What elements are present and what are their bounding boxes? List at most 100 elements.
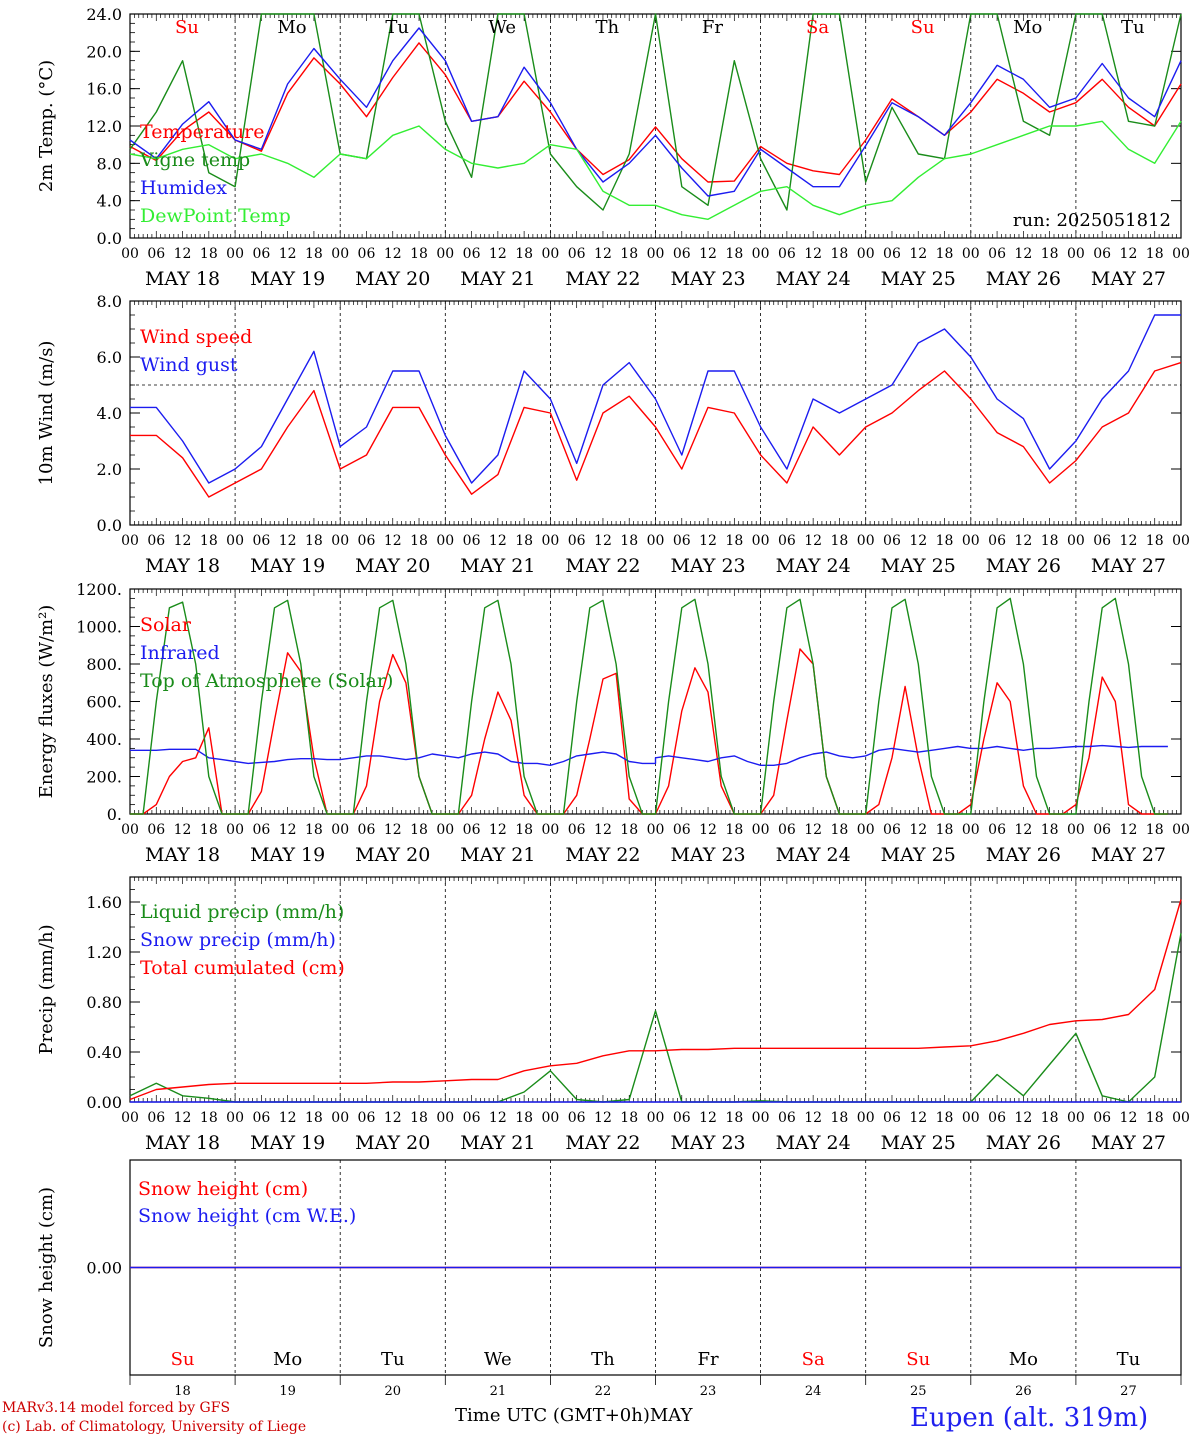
y-tick-label: 0.80 (86, 993, 122, 1012)
hour-label: 00 (857, 1110, 875, 1126)
hour-label: 06 (147, 822, 165, 838)
date-label: MAY 20 (355, 268, 430, 290)
hour-label: 12 (804, 246, 822, 262)
hour-label: 12 (1014, 822, 1032, 838)
hour-label: 18 (305, 822, 323, 838)
weekday-label: Mo (273, 1349, 302, 1370)
date-label: MAY 19 (250, 555, 325, 577)
hour-label: 18 (515, 533, 533, 549)
hour-label: 00 (752, 246, 770, 262)
day-number: 22 (595, 1384, 612, 1399)
y-tick-label: 0.40 (86, 1043, 122, 1062)
hour-label: 00 (121, 822, 139, 838)
hour-label: 00 (1067, 533, 1085, 549)
hour-label: 12 (804, 1110, 822, 1126)
hour-label: 06 (883, 533, 901, 549)
hour-label: 00 (962, 246, 980, 262)
hour-label: 06 (1093, 533, 1111, 549)
hour-label: 06 (1093, 822, 1111, 838)
date-label: MAY 24 (776, 268, 851, 290)
hour-label: 12 (699, 822, 717, 838)
y-tick-label: 8.0 (97, 154, 122, 173)
hour-label: 18 (1041, 246, 1059, 262)
weekday-label: Mo (277, 17, 306, 38)
date-label: MAY 24 (776, 844, 851, 866)
station-name: Eupen (alt. 319m) (910, 1403, 1149, 1433)
hour-label: 06 (673, 246, 691, 262)
hour-label: 12 (1120, 822, 1138, 838)
date-label: MAY 22 (565, 1132, 640, 1154)
run-annotation: run: 2025051812 (1013, 210, 1171, 231)
hour-label: 00 (1172, 822, 1190, 838)
hour-label: 12 (279, 1110, 297, 1126)
hour-label: 06 (358, 533, 376, 549)
hour-label: 00 (226, 246, 244, 262)
date-label: MAY 21 (460, 1132, 535, 1154)
date-label: MAY 19 (250, 268, 325, 290)
hour-label: 00 (752, 1110, 770, 1126)
y-tick-label: 600. (86, 693, 122, 712)
hour-label: 12 (699, 1110, 717, 1126)
hour-label: 00 (226, 533, 244, 549)
series-line-wind-speed (130, 361, 1182, 498)
hour-label: 00 (121, 246, 139, 262)
hour-label: 00 (962, 822, 980, 838)
series-line-temperature (129, 42, 1182, 183)
hour-label: 00 (226, 1110, 244, 1126)
legend-entry: Total cumulated (cm) (140, 957, 345, 979)
y-tick-label: 8.0 (97, 292, 122, 311)
y-tick-label: 200. (86, 768, 122, 787)
date-label: MAY 18 (145, 1132, 220, 1154)
hour-label: 06 (147, 533, 165, 549)
y-tick-label: 24.0 (86, 5, 122, 24)
date-label: MAY 20 (355, 555, 430, 577)
y-tick-label: 0.00 (86, 1093, 122, 1112)
hour-label: 00 (541, 1110, 559, 1126)
hour-label: 06 (463, 1110, 481, 1126)
weekday-label: Mo (1009, 1349, 1038, 1370)
date-label: MAY 20 (355, 1132, 430, 1154)
credit-line-2: (c) Lab. of Climatology, University of L… (2, 1419, 307, 1435)
legend-entry: Snow height (cm) (138, 1178, 308, 1200)
hour-label: 06 (988, 1110, 1006, 1126)
hour-label: 06 (252, 1110, 270, 1126)
hour-label: 00 (436, 822, 454, 838)
day-number: 26 (1015, 1384, 1032, 1399)
y-tick-label: 4.0 (97, 404, 122, 423)
hour-label: 00 (857, 533, 875, 549)
legend-entry: Wind speed (140, 326, 252, 348)
y-axis-title: 2m Temp. (°C) (36, 60, 57, 192)
hour-label: 06 (252, 246, 270, 262)
hour-label: 06 (358, 246, 376, 262)
hour-label: 18 (515, 246, 533, 262)
hour-label: 00 (752, 822, 770, 838)
day-number: 23 (700, 1384, 717, 1399)
day-number: 25 (910, 1384, 927, 1399)
hour-label: 12 (804, 533, 822, 549)
hour-label: 18 (936, 1110, 954, 1126)
series-line-wind-gust (130, 314, 1181, 484)
weekday-label: Su (171, 1349, 195, 1370)
date-label: MAY 21 (460, 844, 535, 866)
hour-label: 00 (541, 246, 559, 262)
hour-label: 06 (778, 533, 796, 549)
hour-label: 00 (857, 822, 875, 838)
hour-label: 06 (778, 822, 796, 838)
x-axis-month: MAY (649, 1405, 693, 1426)
hour-label: 00 (121, 533, 139, 549)
weekday-label: Sa (802, 1349, 825, 1370)
weekday-label: We (484, 1349, 512, 1370)
date-label: MAY 27 (1091, 1132, 1166, 1154)
hour-label: 06 (358, 822, 376, 838)
date-label: MAY 24 (776, 1132, 851, 1154)
hour-label: 18 (1146, 822, 1164, 838)
hour-label: 06 (883, 822, 901, 838)
legend-entry: Snow height (cm W.E.) (138, 1205, 356, 1227)
hour-label: 18 (1146, 246, 1164, 262)
date-label: MAY 26 (986, 1132, 1061, 1154)
hour-label: 00 (1172, 533, 1190, 549)
hour-label: 12 (174, 1110, 192, 1126)
hour-label: 00 (541, 533, 559, 549)
hour-label: 00 (436, 533, 454, 549)
hour-label: 12 (174, 533, 192, 549)
